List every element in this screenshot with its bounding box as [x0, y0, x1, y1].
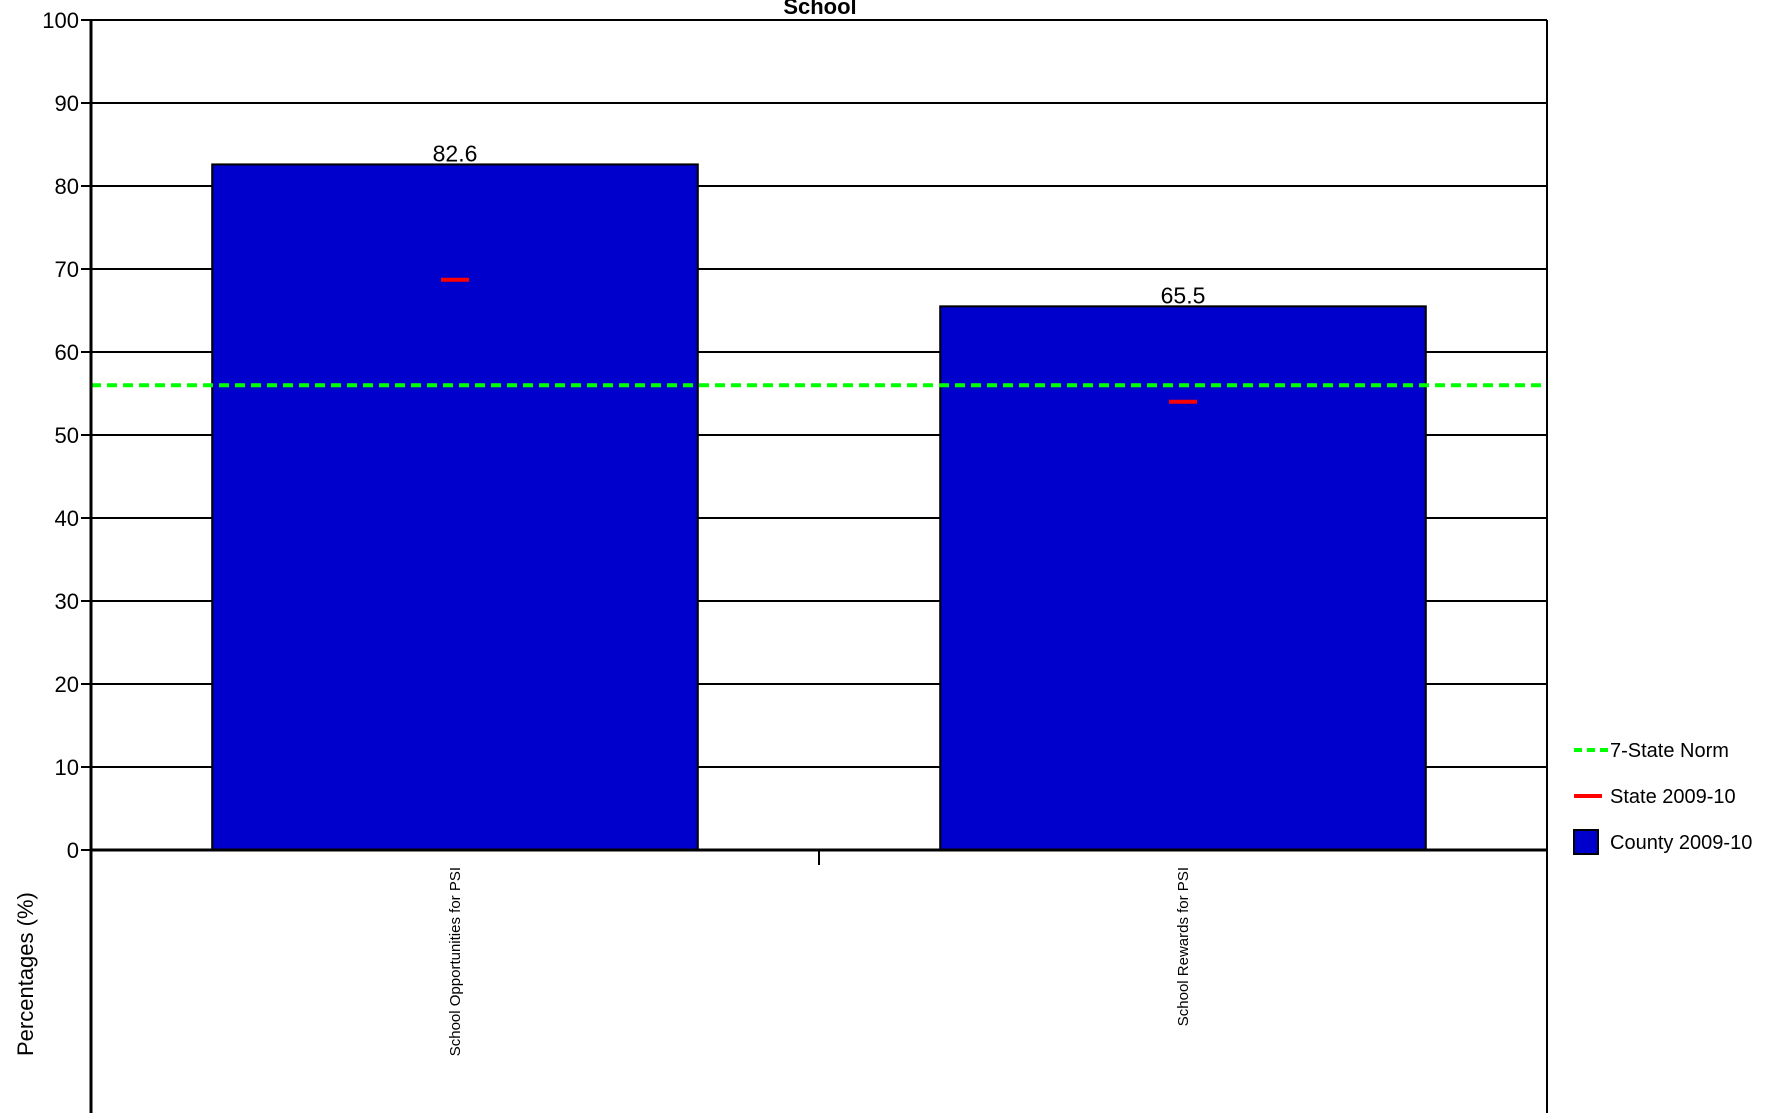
- legend-label: 7-State Norm: [1610, 740, 1729, 762]
- legend-label: State 2009-10: [1610, 786, 1736, 808]
- y-tick-label: 50: [55, 423, 79, 448]
- y-tick-label: 60: [55, 340, 79, 365]
- y-tick-label: 30: [55, 589, 79, 614]
- y-tick-label: 90: [55, 91, 79, 116]
- bar-value-label: 65.5: [1161, 282, 1206, 308]
- state-markers: [441, 277, 1197, 404]
- legend: 7-State Norm State 2009-10 County 2009-10: [1573, 740, 1752, 855]
- chart-title: School: [783, 0, 856, 19]
- y-tick-label: 0: [67, 838, 79, 863]
- bars: [211, 163, 1427, 852]
- axes: [81, 19, 1548, 1113]
- y-tick-label: 10: [55, 755, 79, 780]
- bar-value-label: 82.6: [433, 140, 478, 166]
- y-tick-label: 80: [55, 174, 79, 199]
- legend-swatch-county: [1573, 829, 1599, 855]
- bar: [211, 163, 699, 852]
- y-tick-label: 40: [55, 506, 79, 531]
- category-label: School Opportunities for PSI: [447, 867, 464, 1056]
- category-label: School Rewards for PSI: [1175, 867, 1192, 1026]
- labels: 0 10 20 30 40 50 60 70 80 90 100 82.6 School Opportu…: [42, 8, 1205, 1056]
- bar: [939, 305, 1427, 852]
- y-tick-label: 70: [55, 257, 79, 282]
- y-axis-title: Percentages (%): [13, 892, 38, 1056]
- legend-label: County 2009-10: [1610, 832, 1752, 854]
- y-tick-label: 100: [42, 8, 79, 33]
- y-tick-label: 20: [55, 672, 79, 697]
